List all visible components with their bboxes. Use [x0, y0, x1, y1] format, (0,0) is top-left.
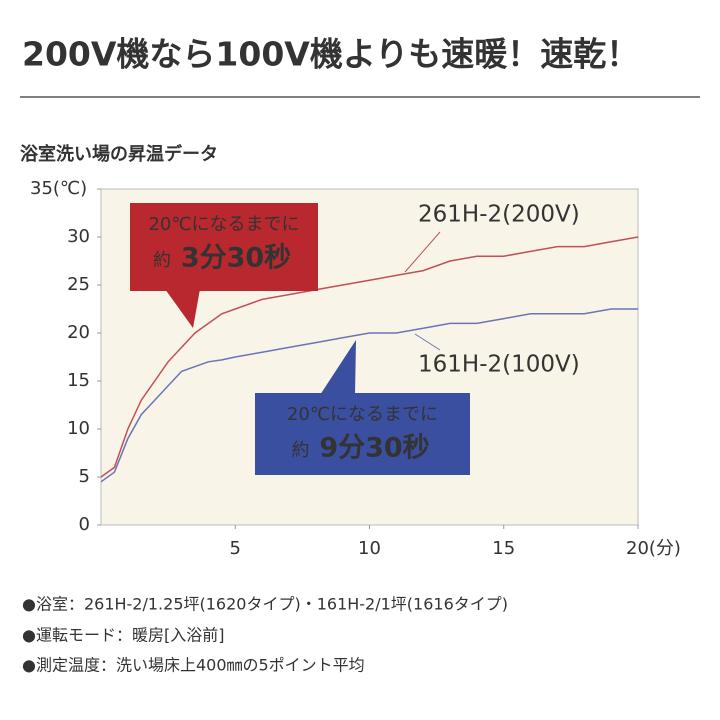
y-tick-label: 10	[67, 418, 90, 439]
y-tick-label: 25	[67, 274, 90, 295]
series-label: 161H-2(100V)	[418, 352, 580, 378]
callout-text: 約	[292, 440, 310, 461]
callout-pointer	[320, 340, 356, 395]
callout-text: 20℃になるまでに	[287, 404, 438, 425]
callout-pointer	[165, 289, 200, 328]
y-tick-label: 5	[79, 466, 90, 487]
chart-title: 浴室洗い場の昇温データ	[20, 143, 218, 165]
series-label: 261H-2(200V)	[418, 202, 580, 228]
note: ●測定温度：洗い場床上400㎜の5ポイント平均	[22, 656, 365, 675]
callout-text: 9分30秒	[319, 433, 429, 464]
y-tick-label: 15	[67, 370, 90, 391]
callout-text: 約	[153, 250, 171, 271]
x-tick-label: 15	[492, 538, 515, 559]
x-tick-label: 10	[358, 538, 381, 559]
callout-box	[255, 393, 470, 475]
x-tick-label: 20(分)	[626, 538, 681, 559]
leader-line	[414, 333, 441, 351]
callout-text: 3分30秒	[181, 243, 291, 274]
x-tick-label: 5	[230, 538, 241, 559]
callout-box	[130, 203, 318, 291]
leader-line	[404, 231, 441, 273]
series-line	[100, 236, 639, 478]
y-tick-label: 30	[67, 226, 90, 247]
y-tick-label: 35(℃)	[30, 178, 87, 199]
page-title: 200V機なら100V機よりも速暖！速乾！	[22, 35, 639, 74]
y-tick-label: 0	[79, 514, 90, 535]
series-line	[100, 308, 638, 483]
note: ●運転モード：暖房[入浴前]	[22, 626, 224, 645]
note: ●浴室：261H-2/1.25坪(1620タイプ)・161H-2/1坪(1616…	[22, 595, 508, 614]
y-tick-label: 20	[67, 322, 90, 343]
callout-text: 20℃になるまでに	[148, 214, 299, 235]
